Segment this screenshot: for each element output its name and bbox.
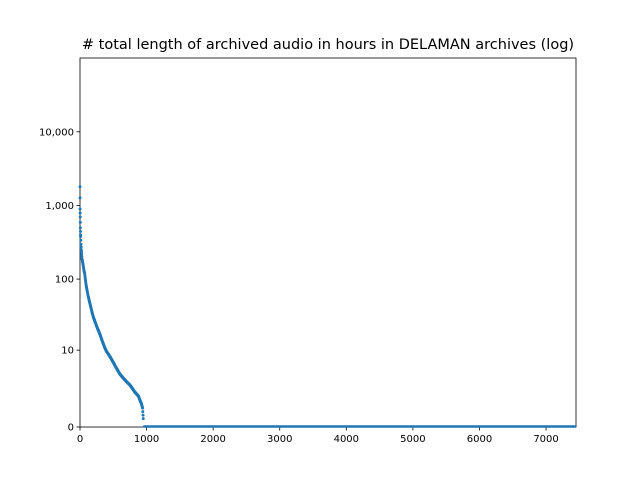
plot-area [79,57,577,428]
x-tick-label: 4000 [334,434,359,445]
chart-title: # total length of archived audio in hour… [82,37,574,53]
x-tick-label: 2000 [200,434,225,445]
data-point [78,207,82,211]
data-point [141,413,145,417]
data-point [78,211,82,215]
data-point [79,235,83,239]
data-series [78,185,576,428]
data-point [79,245,83,249]
data-point [141,417,145,421]
data-point [78,229,82,233]
x-tick-label: 7000 [533,434,558,445]
x-tick-label: 6000 [467,434,492,445]
x-tick-label: 5000 [400,434,425,445]
data-point [80,252,84,256]
data-point [80,254,84,258]
x-tick-label: 1000 [134,434,159,445]
data-point [78,196,82,200]
data-point [141,410,145,414]
data-point [78,185,82,189]
data-point [78,215,82,219]
data-point [78,220,82,224]
x-axis: 0 1000 2000 3000 4000 5000 6000 7000 [77,427,559,445]
y-axis: 0 10 100 1,000 10,000 [39,127,80,434]
y-tick-label: 1,000 [45,201,74,212]
data-point [79,242,83,246]
y-tick-label: 100 [55,275,74,286]
y-tick-label: 10,000 [39,127,74,138]
x-tick-label: 0 [77,434,83,445]
data-point [78,226,82,230]
y-tick-label: 0 [68,423,74,434]
y-tick-label: 10 [61,346,74,357]
data-point [79,238,83,242]
data-point [141,406,145,410]
x-tick-label: 3000 [267,434,292,445]
